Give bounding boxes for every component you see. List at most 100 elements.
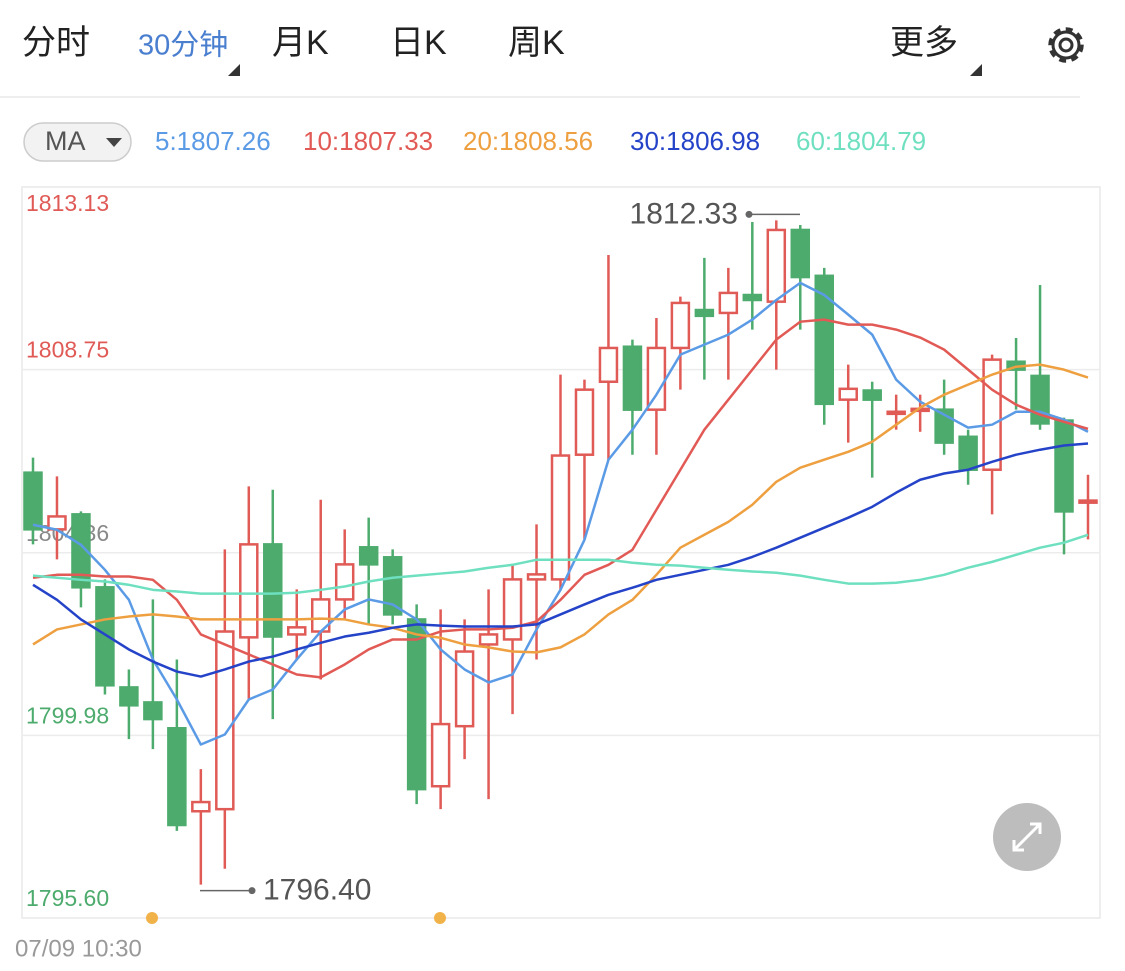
ma-line <box>32 363 1089 654</box>
tab-dropdown-indicator <box>228 64 240 76</box>
candle <box>167 659 187 831</box>
y-tick-label: 1799.98 <box>26 702 109 728</box>
candle-body <box>814 274 834 406</box>
candle <box>95 579 115 695</box>
candle <box>982 354 1002 515</box>
axis-marker <box>146 912 158 924</box>
legend-entry: 20:1808.56 <box>463 126 593 156</box>
candle <box>718 267 739 380</box>
candle <box>574 379 595 540</box>
more-dropdown-indicator <box>970 64 982 76</box>
candle-body <box>143 701 163 721</box>
candle-body <box>622 345 643 411</box>
candle-body <box>215 630 235 811</box>
candle <box>239 486 259 700</box>
y-tick-label: 1808.75 <box>26 337 109 363</box>
candle-body <box>358 546 379 566</box>
candle <box>1030 284 1050 430</box>
legend-entry: 5:1807.26 <box>155 126 271 156</box>
candle-body <box>502 578 523 641</box>
tab-bar: 分时 30分钟 月K 日K 周K 更多 <box>0 24 1084 98</box>
ma-dropdown-indicator <box>106 138 122 147</box>
candle-body <box>742 293 763 302</box>
candle-body <box>958 435 978 471</box>
more-tab[interactable]: 更多 <box>890 24 958 62</box>
expand-button[interactable] <box>993 803 1061 871</box>
settings-icon[interactable] <box>1048 27 1084 63</box>
candle <box>215 549 235 869</box>
candle-body <box>790 228 811 279</box>
candle-body <box>191 800 211 813</box>
candle <box>71 511 91 608</box>
candle <box>766 220 787 370</box>
candle <box>358 517 379 625</box>
candle <box>191 769 211 885</box>
candle <box>838 364 858 443</box>
y-tick-label: 1795.60 <box>26 885 109 911</box>
candle-body <box>382 556 403 616</box>
candle <box>502 564 523 715</box>
tab[interactable]: 月K <box>272 24 329 62</box>
candle-body <box>430 722 451 788</box>
candle <box>790 224 811 330</box>
legend-entry: 30:1806.98 <box>630 126 760 156</box>
axis-marker <box>434 912 446 924</box>
candle <box>862 381 882 478</box>
tab[interactable]: 分时 <box>22 24 90 62</box>
annotation-dot <box>248 887 256 895</box>
candle <box>550 374 571 590</box>
x-axis-start-time: 07/09 10:30 <box>15 935 142 962</box>
candle <box>47 476 67 560</box>
candle <box>622 339 643 455</box>
candle-body <box>1078 499 1098 504</box>
candle-body <box>526 573 547 581</box>
candle-body <box>574 388 595 456</box>
candle-body <box>119 686 139 707</box>
candle-body <box>454 650 475 728</box>
annotation-label: 1812.33 <box>630 197 738 230</box>
tab[interactable]: 30分钟 <box>138 29 228 62</box>
candle <box>598 254 619 460</box>
annotation-label: 1796.40 <box>263 874 371 907</box>
candle <box>263 489 283 720</box>
ma-button-label: MA <box>45 126 86 156</box>
candle <box>454 619 475 760</box>
candle <box>1006 337 1026 410</box>
ma-line <box>32 442 1089 678</box>
candle-body <box>71 513 91 589</box>
candle <box>23 457 43 545</box>
tab[interactable]: 日K <box>390 24 447 62</box>
candle-body <box>334 563 355 601</box>
candle <box>670 296 691 390</box>
candle <box>1054 417 1074 555</box>
tab[interactable]: 周K <box>508 24 565 62</box>
candle-body <box>406 618 427 791</box>
candle-body <box>886 410 906 416</box>
legend-entry: 10:1807.33 <box>303 126 433 156</box>
candle-body <box>862 389 882 401</box>
candle-body <box>694 308 715 318</box>
candle-body <box>263 543 283 638</box>
candle-body <box>598 346 619 383</box>
candle-body <box>167 727 187 827</box>
y-tick-label: 1813.13 <box>26 190 109 216</box>
candle <box>119 669 139 740</box>
candle-body <box>287 626 307 636</box>
candle <box>526 524 547 660</box>
ma-line <box>32 318 1089 679</box>
candle-body <box>718 291 739 315</box>
candle <box>334 529 355 620</box>
candle <box>742 222 763 330</box>
candle <box>958 429 978 485</box>
candle <box>1078 474 1098 540</box>
candle-body <box>646 346 667 411</box>
candle-body <box>478 633 499 646</box>
ma-line <box>32 281 1089 746</box>
candle-body <box>23 471 43 531</box>
candle-body <box>766 228 787 303</box>
ma-button[interactable]: MA <box>23 122 132 162</box>
candle-body <box>838 387 858 401</box>
candle-body <box>1054 419 1074 513</box>
